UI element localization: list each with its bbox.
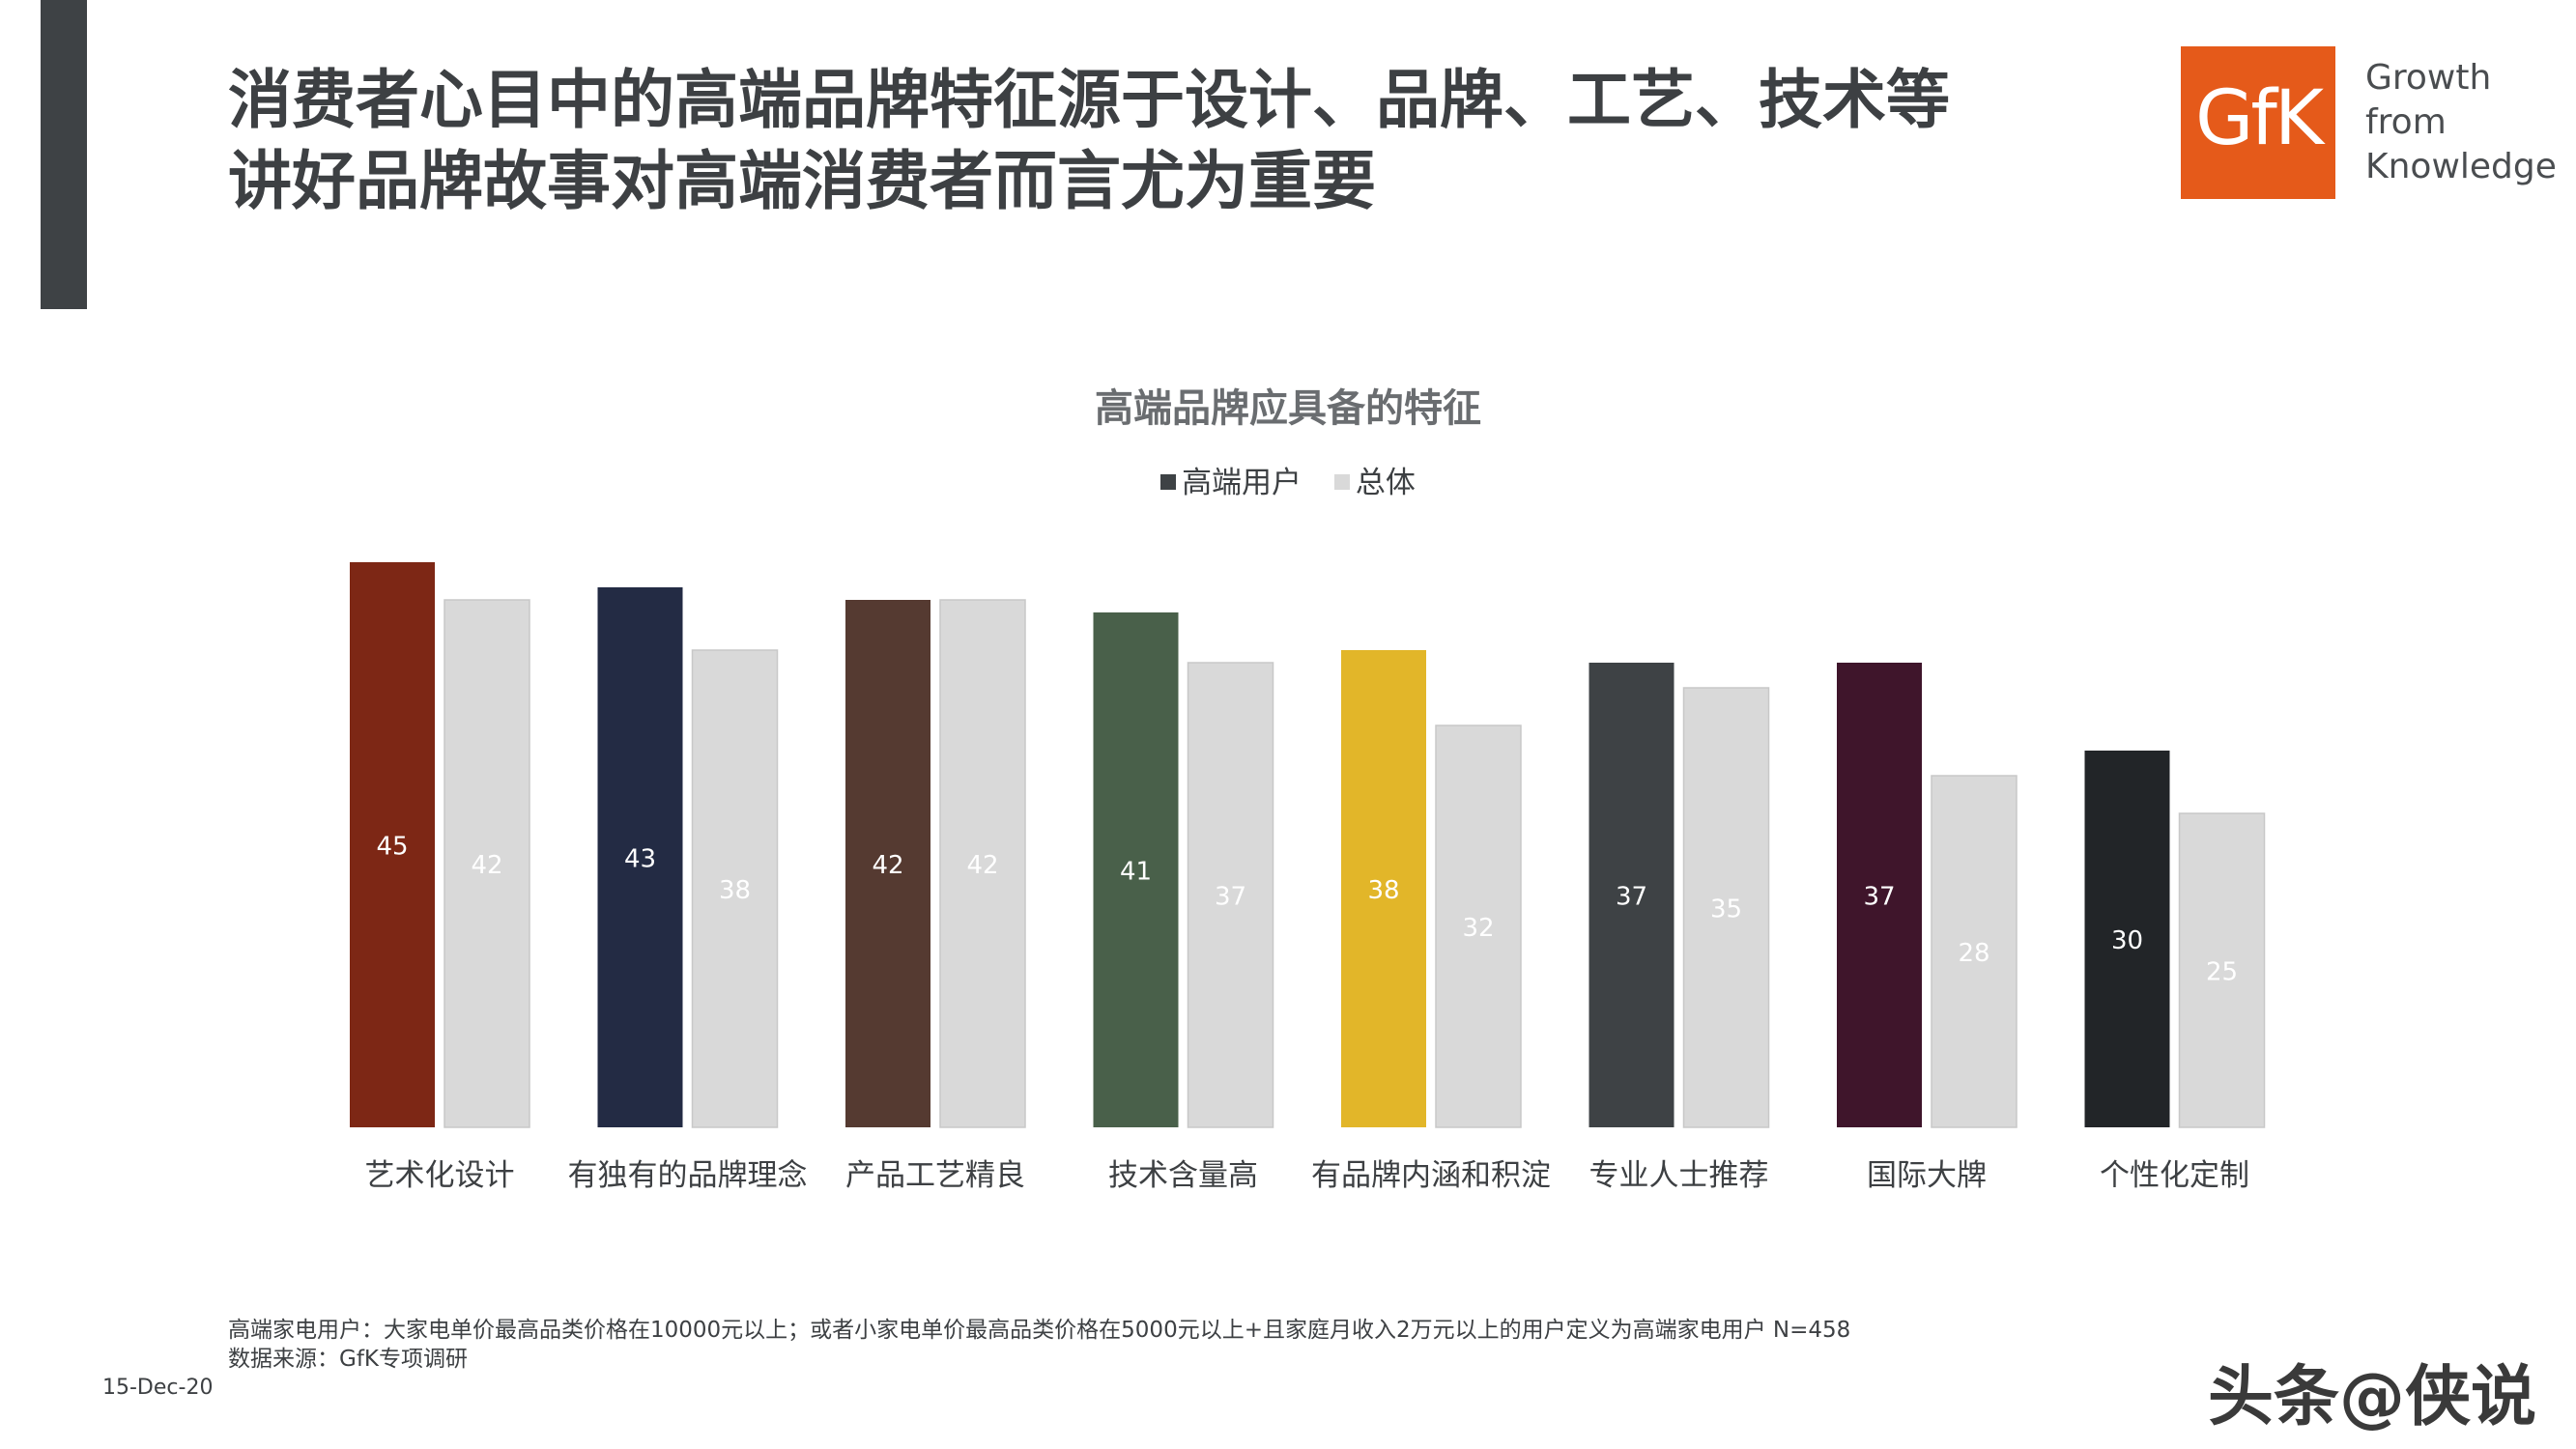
- data-label-overall-art-design: 42: [471, 851, 502, 880]
- logo-tagline: Growth from Knowledge: [2365, 56, 2557, 189]
- footnote-source: 数据来源：GfK专项调研: [228, 1347, 469, 1372]
- data-label-overall-brand-heritage: 32: [1462, 914, 1494, 943]
- watermark: 头条@侠说: [2208, 1359, 2537, 1435]
- legend-label-overall: 总体: [1355, 466, 1416, 500]
- data-label-overall-brand-philosophy: 38: [719, 876, 751, 905]
- data-label-premium-international-brand: 37: [1863, 883, 1895, 912]
- bar-overall-brand-philosophy: [691, 649, 779, 1128]
- category-label-craftsmanship: 产品工艺精良: [845, 1158, 1025, 1193]
- gfk-logo: GfK: [2181, 46, 2335, 199]
- tagline-line-2: from: [2365, 102, 2447, 142]
- data-label-overall-expert-recommend: 35: [1710, 895, 1742, 924]
- bar-overall-brand-heritage: [1435, 724, 1522, 1128]
- bar-premium-brand-heritage: [1341, 650, 1426, 1127]
- category-label-brand-philosophy: 有独有的品牌理念: [568, 1158, 808, 1193]
- bar-overall-expert-recommend: [1682, 687, 1770, 1128]
- data-label-premium-expert-recommend: 37: [1616, 883, 1647, 912]
- bar-overall-international-brand: [1931, 775, 2018, 1128]
- data-label-premium-brand-heritage: 38: [1367, 876, 1399, 905]
- bar-premium-brand-philosophy: [597, 587, 683, 1127]
- bar-premium-technology: [1093, 612, 1179, 1127]
- tagline-line-1: Growth: [2365, 58, 2492, 98]
- page-title: 消费者心目中的高端品牌特征源于设计、品牌、工艺、技术等 讲好品牌故事对高端消费者…: [228, 60, 2064, 222]
- legend-swatch-overall: [1333, 473, 1350, 490]
- footnote-definition: 高端家电用户：大家电单价最高品类价格在10000元以上；或者小家电单价最高品类价…: [228, 1318, 1851, 1343]
- category-label-customization: 个性化定制: [2100, 1158, 2249, 1193]
- category-label-international-brand: 国际大牌: [1867, 1158, 1987, 1193]
- bar-chart: 45 42 艺术化设计 43 38 有独有的品牌理念 42 42 产品工艺精良 41 37 技术含量高…: [350, 562, 2266, 1193]
- data-label-overall-technology: 37: [1215, 883, 1246, 912]
- bar-premium-customization: [2084, 751, 2170, 1127]
- legend-swatch-premium: [1160, 473, 1177, 490]
- bar-premium-expert-recommend: [1589, 663, 1674, 1127]
- chart-title: 高端品牌应具备的特征: [1095, 386, 1481, 431]
- date-stamp: 15-Dec-20: [102, 1376, 214, 1400]
- data-label-overall-customization: 25: [2206, 958, 2238, 987]
- gfk-logo-mark: GfK: [2194, 75, 2324, 162]
- chart-legend: 高端用户 总体: [0, 458, 2576, 501]
- data-label-premium-craftsmanship: 42: [872, 851, 903, 880]
- title-line-2: 讲好品牌故事对高端消费者而言尤为重要: [228, 144, 1376, 218]
- category-label-art-design: 艺术化设计: [365, 1158, 515, 1193]
- bar-overall-customization: [2178, 812, 2266, 1128]
- bar-premium-craftsmanship: [845, 600, 930, 1127]
- bar-premium-art-design: [350, 562, 435, 1127]
- bar-overall-technology: [1187, 662, 1274, 1128]
- data-label-overall-craftsmanship: 42: [966, 851, 998, 880]
- bar-overall-craftsmanship: [939, 599, 1026, 1128]
- bar-premium-international-brand: [1837, 663, 1922, 1127]
- data-label-premium-technology: 41: [1120, 858, 1152, 887]
- category-label-expert-recommend: 专业人士推荐: [1589, 1158, 1769, 1193]
- title-line-1: 消费者心目中的高端品牌特征源于设计、品牌、工艺、技术等: [228, 63, 1950, 137]
- category-label-technology: 技术含量高: [1108, 1158, 1258, 1193]
- category-label-brand-heritage: 有品牌内涵和积淀: [1311, 1158, 1551, 1193]
- legend-item-overall: 总体: [1333, 458, 1416, 501]
- tagline-line-3: Knowledge: [2365, 147, 2557, 186]
- data-label-premium-brand-philosophy: 43: [624, 845, 656, 874]
- legend-item-premium: 高端用户: [1160, 458, 1302, 501]
- accent-bar: [41, 0, 87, 309]
- bar-overall-art-design: [444, 599, 530, 1128]
- data-label-premium-customization: 30: [2111, 926, 2143, 955]
- legend-label-premium: 高端用户: [1182, 466, 1302, 500]
- data-label-overall-international-brand: 28: [1958, 939, 1989, 968]
- footnote: 高端家电用户：大家电单价最高品类价格在10000元以上；或者小家电单价最高品类价…: [228, 1316, 1850, 1374]
- data-label-premium-art-design: 45: [376, 833, 408, 862]
